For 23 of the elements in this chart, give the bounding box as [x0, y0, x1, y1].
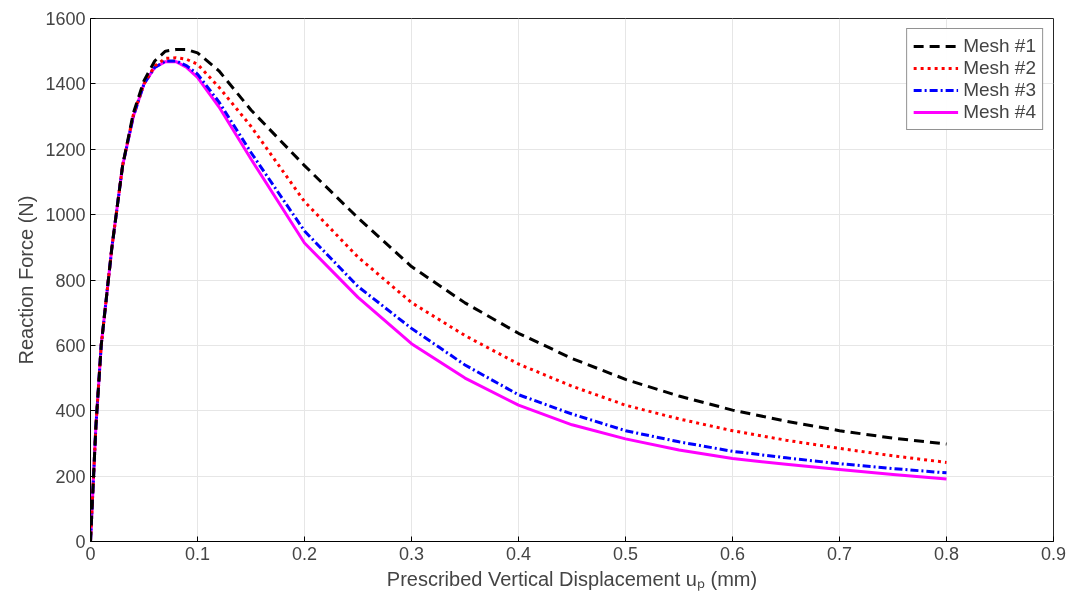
y-tick-label: 1600: [45, 9, 86, 29]
y-tick-label: 400: [55, 401, 86, 422]
y-tick-label: 1000: [45, 205, 86, 226]
x-tick-label: 0.3: [398, 543, 425, 564]
x-tick-label: 0.7: [826, 543, 853, 564]
legend-label: Mesh #3: [963, 79, 1036, 101]
x-tick-label: 0.9: [1040, 543, 1067, 564]
x-axis-title: Prescribed Vertical Displacement uₚ (mm): [386, 567, 758, 591]
y-tick-label: 600: [55, 335, 86, 356]
y-tick-label: 800: [55, 270, 86, 291]
y-tick-label: 1400: [45, 74, 86, 95]
legend-label: Mesh #2: [963, 57, 1036, 79]
x-tick-label: 0.8: [933, 543, 960, 564]
x-tick-label: 0.6: [719, 543, 746, 564]
legend-label: Mesh #1: [963, 35, 1036, 57]
legend-label: Mesh #4: [963, 101, 1036, 123]
x-tick-label: 0.1: [184, 543, 211, 564]
x-tick-label: 0.5: [612, 543, 639, 564]
x-tick-label: 0.2: [291, 543, 318, 564]
y-tick-label: 200: [55, 466, 86, 487]
x-tick-label: 0.4: [505, 543, 532, 564]
y-tick-label: 1200: [45, 139, 86, 160]
y-axis-title: Reaction Force (N): [15, 195, 38, 365]
